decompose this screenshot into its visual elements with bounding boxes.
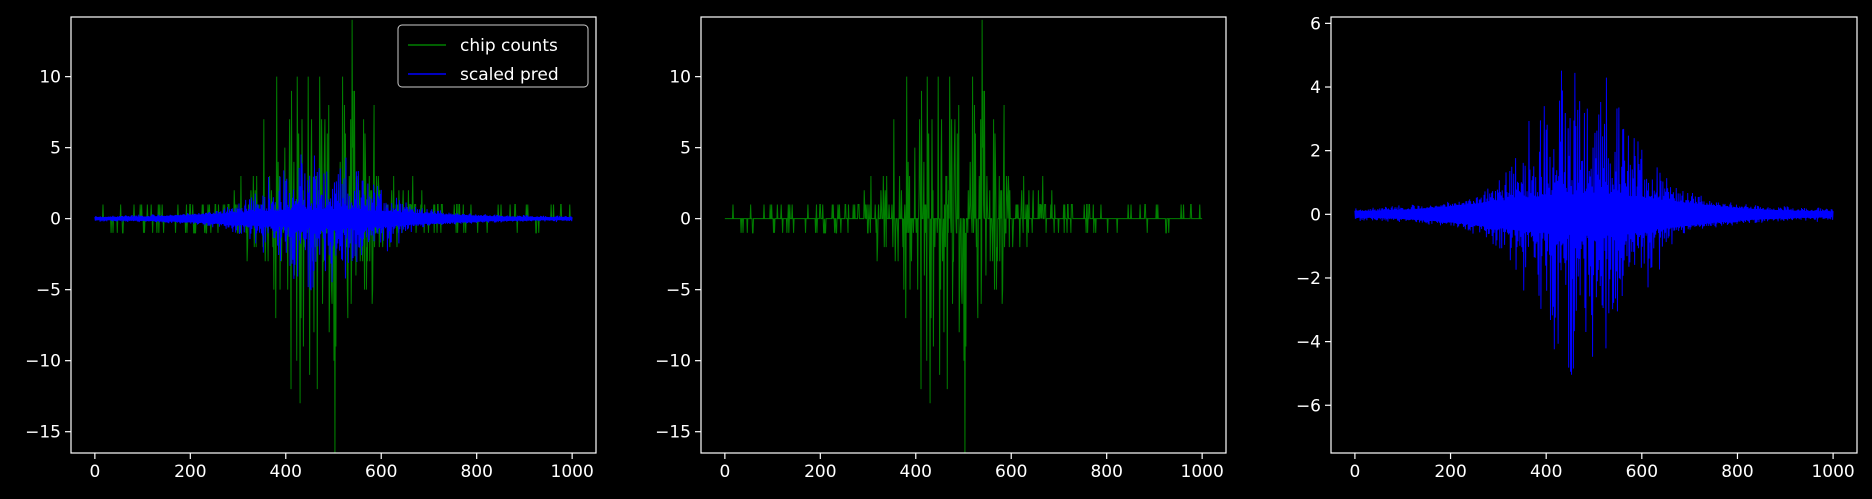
y-tick-label: −6 [1296, 396, 1321, 416]
y-tick-label: −5 [666, 281, 691, 301]
series-line-scaled-pred [94, 154, 573, 291]
x-tick-label: 800 [460, 462, 492, 482]
series-line-scaled-pred [1354, 70, 1834, 375]
y-tick-label: −15 [655, 423, 691, 443]
y-tick-label: 6 [1310, 14, 1321, 34]
x-tick-label: 200 [804, 462, 836, 482]
y-tick-label: −4 [1296, 333, 1321, 353]
legend-label: scaled pred [460, 65, 559, 85]
axes-frame [700, 16, 1227, 454]
x-tick-label: 1000 [1811, 462, 1854, 482]
y-tick-label: 4 [1310, 78, 1321, 98]
series-line-chip-counts [724, 19, 1203, 453]
x-tick-label: 200 [174, 462, 206, 482]
axes-frame [70, 16, 597, 454]
y-tick-label: 0 [50, 210, 61, 230]
x-tick-label: 800 [1721, 462, 1753, 482]
y-tick-label: −2 [1296, 269, 1321, 289]
x-tick-label: 400 [900, 462, 932, 482]
x-tick-label: 1000 [551, 462, 594, 482]
x-tick-label: 400 [1530, 462, 1562, 482]
y-tick-label: −5 [36, 281, 61, 301]
y-tick-label: −15 [25, 423, 61, 443]
y-tick-label: −10 [25, 352, 61, 372]
subplot-3: 0 200 400 600 800 1000 −6 −4 −2 0 2 4 6 [1296, 14, 1858, 482]
y-tick-label: 10 [39, 68, 61, 88]
subplot-1: 0 200 400 600 800 1000 −15 −10 −5 0 5 10 chip counts… [25, 16, 597, 482]
x-tick-label: 400 [270, 462, 302, 482]
x-tick-label: 0 [89, 462, 100, 482]
y-tick-label: 0 [680, 210, 691, 230]
y-tick-label: 0 [1310, 205, 1321, 225]
legend: chip counts scaled pred [397, 24, 589, 88]
legend-box [397, 24, 589, 88]
x-tick-label: 600 [1626, 462, 1658, 482]
y-tick-label: 5 [680, 139, 691, 159]
x-tick-label: 0 [1349, 462, 1360, 482]
x-tick-label: 800 [1090, 462, 1122, 482]
y-tick-label: 5 [50, 139, 61, 159]
x-tick-label: 600 [365, 462, 397, 482]
x-tick-label: 1000 [1181, 462, 1224, 482]
subplot-2: 0 200 400 600 800 1000 −15 −10 −5 0 5 10 [655, 16, 1227, 482]
legend-label: chip counts [460, 36, 558, 56]
x-tick-label: 200 [1434, 462, 1466, 482]
axes-frame [1330, 16, 1858, 454]
y-tick-label: 2 [1310, 142, 1321, 162]
y-tick-label: −10 [655, 352, 691, 372]
x-tick-label: 600 [995, 462, 1027, 482]
x-tick-label: 0 [719, 462, 730, 482]
y-tick-label: 10 [669, 68, 691, 88]
